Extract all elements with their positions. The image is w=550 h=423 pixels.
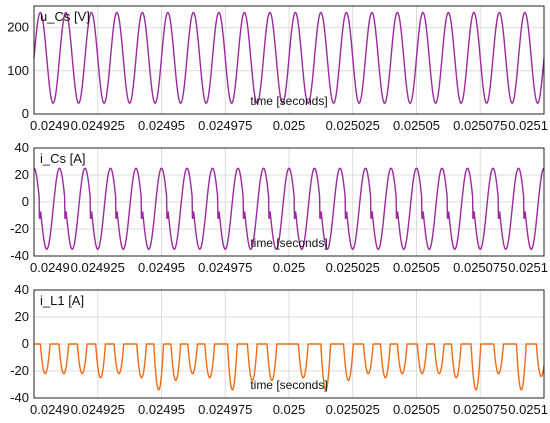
y-tick-label: 100 — [7, 63, 29, 78]
x-tick-label: 0.025025 — [326, 118, 380, 133]
series-layer — [33, 167, 545, 250]
x-tick-label: 0.025 — [273, 260, 306, 275]
plot-frame — [33, 5, 545, 115]
plot-frame — [33, 147, 545, 257]
x-tick-label: 0.0249 — [30, 118, 70, 133]
x-tick-label: 0.024975 — [198, 118, 252, 133]
x-tick-label: 0.024975 — [198, 260, 252, 275]
y-tick-label: 20 — [15, 309, 29, 324]
plot-frame — [33, 289, 545, 399]
y-axis-label: u_Cs [V] — [40, 9, 90, 24]
x-tick-label: 0.02495 — [138, 118, 185, 133]
x-tick-label: 0.025075 — [453, 118, 507, 133]
x-tick-label: 0.025 — [273, 118, 306, 133]
y-tick-label: 40 — [15, 282, 29, 297]
x-tick-label: 0.0251 — [508, 260, 548, 275]
y-axis-label: i_Cs [A] — [40, 151, 86, 166]
x-tick-label: 0.025075 — [453, 260, 507, 275]
y-tick-label: 0 — [22, 336, 29, 351]
y-axis-label: i_L1 [A] — [40, 293, 84, 308]
x-tick-label: 0.02505 — [393, 118, 440, 133]
series-line — [33, 343, 545, 391]
x-tick-label: 0.024975 — [198, 402, 252, 417]
y-tick-label: -40 — [10, 390, 29, 405]
x-tick-label: 0.025025 — [326, 260, 380, 275]
y-tick-label: 200 — [7, 20, 29, 35]
x-axis-label: time [seconds] — [250, 94, 327, 108]
x-tick-label: 0.025 — [273, 402, 306, 417]
panel-u-cs: 0.0249 0.024925 0.02495 0.024975 0.025 0.0250… — [7, 5, 548, 133]
x-tick-label: 0.024925 — [71, 260, 125, 275]
tick-labels: 0.0249 0.024925 0.02495 0.024975 0.025 0.0250… — [10, 140, 548, 275]
panel-i-l1: 0.0249 0.024925 0.02495 0.024975 0.025 0.0250… — [10, 282, 548, 417]
y-tick-label: -20 — [10, 363, 29, 378]
x-tick-label: 0.0249 — [30, 260, 70, 275]
y-tick-label: 40 — [15, 140, 29, 155]
x-tick-label: 0.02505 — [393, 402, 440, 417]
x-tick-label: 0.0249 — [30, 402, 70, 417]
x-tick-label: 0.0251 — [508, 118, 548, 133]
x-tick-label: 0.024925 — [71, 402, 125, 417]
series-line — [33, 11, 545, 104]
series-layer — [33, 11, 545, 104]
y-tick-label: 0 — [22, 194, 29, 209]
x-tick-label: 0.02505 — [393, 260, 440, 275]
x-tick-label: 0.025075 — [453, 402, 507, 417]
x-tick-label: 0.025025 — [326, 402, 380, 417]
y-tick-label: -40 — [10, 248, 29, 263]
x-tick-label: 0.0251 — [508, 402, 548, 417]
tick-labels: 0.0249 0.024925 0.02495 0.024975 0.025 0.0250… — [7, 20, 548, 133]
series-layer — [33, 343, 545, 391]
x-tick-label: 0.024925 — [71, 118, 125, 133]
x-axis-label: time [seconds] — [250, 378, 327, 392]
x-tick-label: 0.02495 — [138, 402, 185, 417]
y-tick-label: -20 — [10, 221, 29, 236]
y-tick-label: 0 — [22, 106, 29, 121]
panel-i-cs: 0.0249 0.024925 0.02495 0.024975 0.025 0.0250… — [10, 140, 548, 275]
x-tick-label: 0.02495 — [138, 260, 185, 275]
x-axis-label: time [seconds] — [250, 236, 327, 250]
tick-labels: 0.0249 0.024925 0.02495 0.024975 0.025 0.0250… — [10, 282, 548, 417]
series-line — [33, 167, 545, 250]
y-tick-label: 20 — [15, 167, 29, 182]
